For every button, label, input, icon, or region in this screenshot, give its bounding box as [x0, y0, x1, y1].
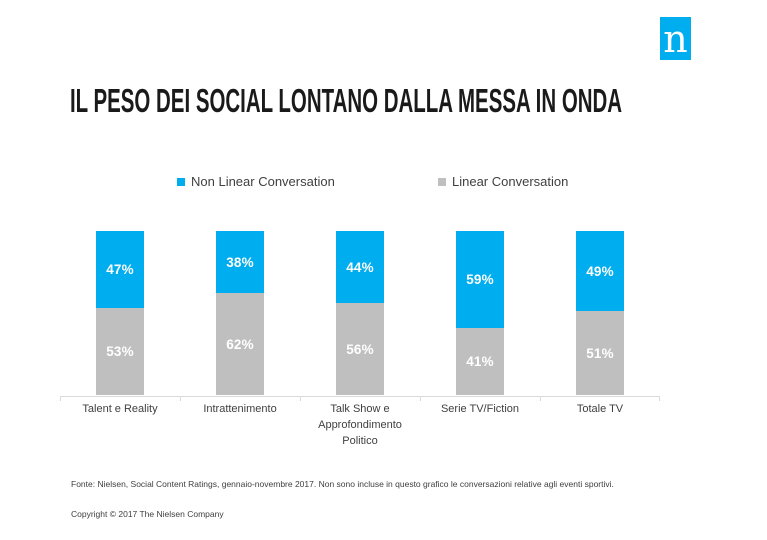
nielsen-logo-letter: n [663, 17, 688, 62]
x-axis-tick [659, 396, 660, 401]
bar-segment-linear: 53% [96, 308, 144, 395]
data-label: 59% [466, 271, 494, 287]
stacked-bar-4: 59% 41% [456, 231, 504, 395]
x-axis-label: Totale TV [576, 403, 624, 415]
data-label: 53% [106, 344, 134, 360]
bar-segment-non-linear: 59% [456, 231, 504, 328]
legend-swatch-non-linear [177, 177, 185, 186]
x-axis-tick [300, 396, 301, 401]
bar-segment-linear: 62% [216, 293, 264, 395]
x-axis-label: Serie TV/Fiction [440, 403, 520, 415]
stacked-bar-2: 38% 62% [216, 231, 264, 395]
copyright-note: Copyright © 2017 The Nielsen Company [71, 509, 224, 519]
page-title-text: IL PESO DEI SOCIAL LONTANO DALLA MESSA I… [70, 82, 623, 119]
x-axis-tick [420, 396, 421, 401]
legend-label-linear: Linear Conversation [452, 174, 569, 189]
bar-segment-linear: 56% [336, 303, 384, 395]
x-axis-labels: Talent e Reality Intrattenimento Talk Show… [60, 402, 660, 450]
data-label: 38% [226, 254, 254, 270]
bar-segment-non-linear: 44% [336, 231, 384, 304]
data-label: 44% [346, 259, 374, 275]
bar-segment-non-linear: 49% [576, 231, 624, 312]
x-axis-tick [60, 396, 61, 401]
stacked-bar-5: 49% 51% [576, 231, 624, 395]
legend-swatch-linear [438, 177, 446, 186]
bar-segment-non-linear: 38% [216, 231, 264, 294]
bar-segment-linear: 51% [576, 311, 624, 395]
bar-segment-non-linear: 47% [96, 231, 144, 309]
x-axis-line [60, 396, 660, 397]
x-axis-tick [540, 396, 541, 401]
data-label: 47% [106, 262, 134, 278]
plot-area: 47% 53% 38% 62% 44% 56% 59% 41% 49% 51% [60, 231, 660, 401]
legend-item-linear: Linear Conversation [438, 174, 568, 189]
nielsen-logo: n [660, 17, 691, 60]
page-title: IL PESO DEI SOCIAL LONTANO DALLA MESSA I… [70, 84, 767, 117]
x-axis-label: Intrattenimento [203, 403, 277, 415]
stacked-bar-1: 47% 53% [96, 231, 144, 395]
stacked-bar-3: 44% 56% [336, 231, 384, 395]
legend-item-non-linear: Non Linear Conversation [177, 174, 335, 189]
data-label: 62% [226, 336, 254, 352]
source-note: Fonte: Nielsen, Social Content Ratings, … [71, 479, 614, 489]
data-label: 51% [586, 345, 614, 361]
data-label: 56% [346, 341, 374, 357]
x-axis-tick [180, 396, 181, 401]
bar-segment-linear: 41% [456, 327, 504, 395]
data-label: 49% [586, 263, 614, 279]
x-axis-label: Talk Show e Approfondimento Politico [318, 403, 402, 447]
x-axis-label: Talent e Reality [82, 403, 158, 415]
legend-label-non-linear: Non Linear Conversation [191, 174, 335, 189]
data-label: 41% [466, 353, 494, 369]
